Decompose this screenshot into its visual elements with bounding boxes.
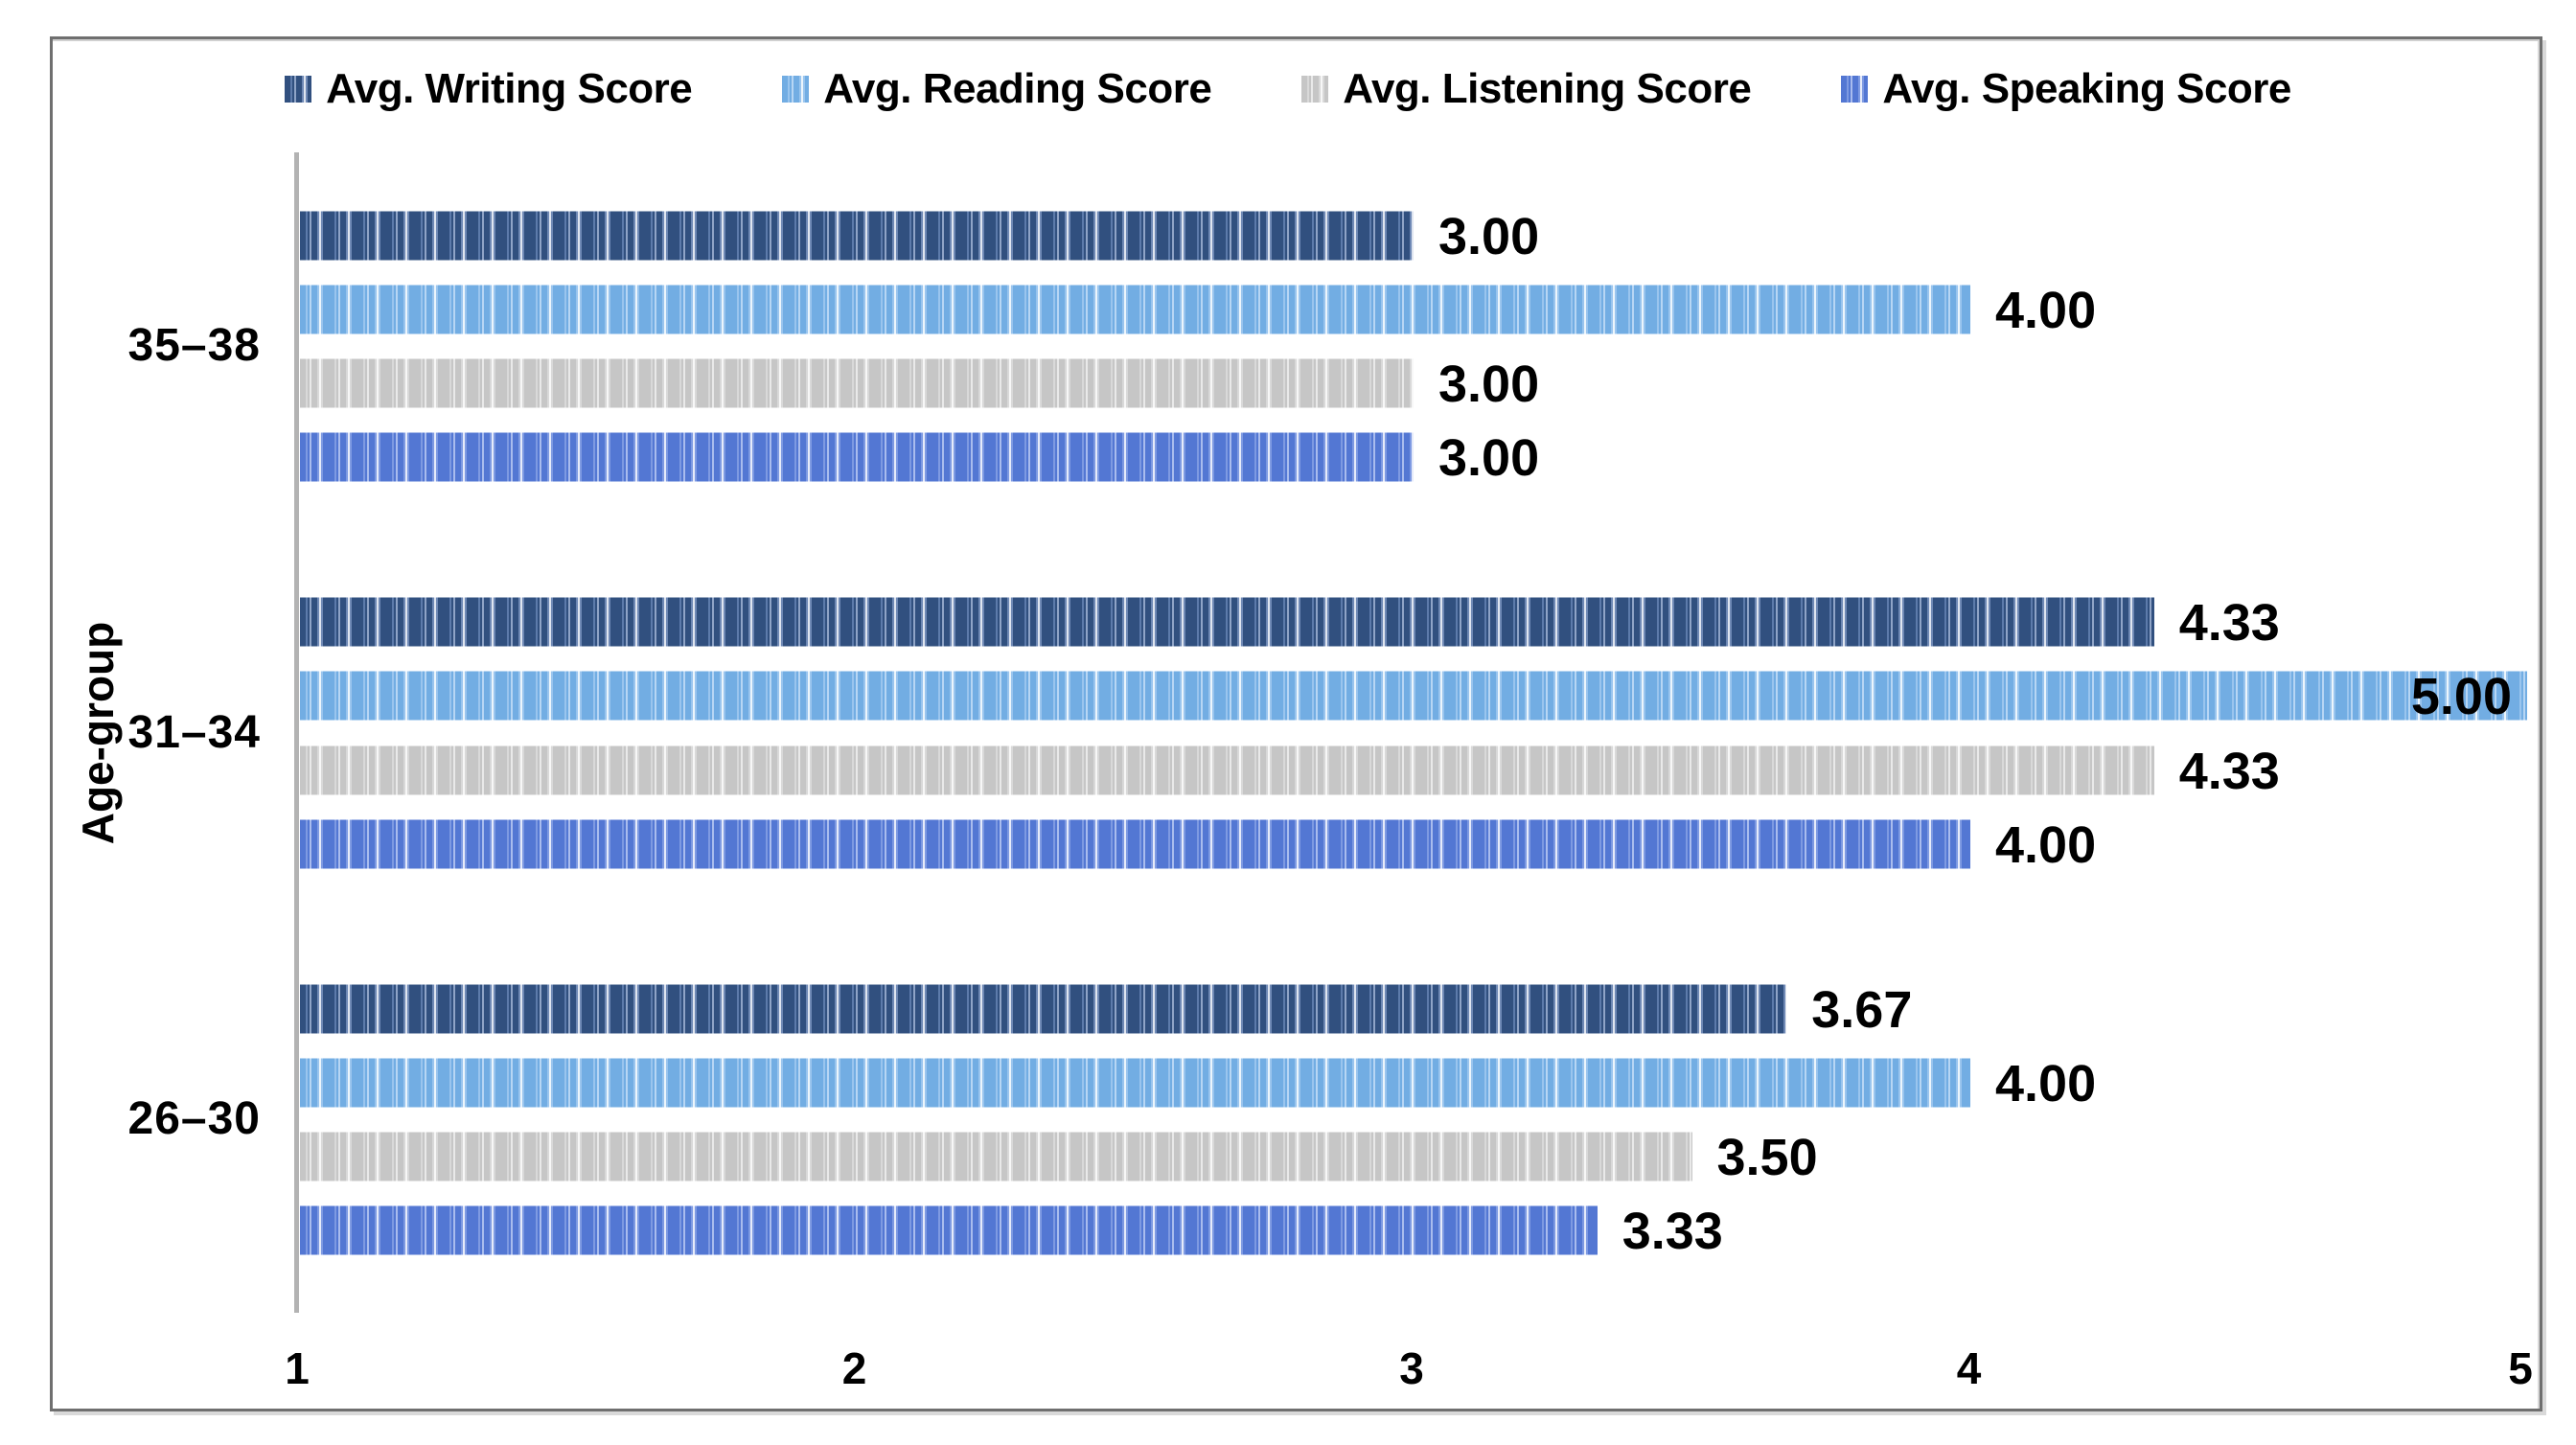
legend-label-reading: Avg. Reading Score [823,65,1212,112]
x-tick-1: 1 [285,1343,310,1393]
value-label-listening-35-38: 3.00 [1438,356,1540,414]
bar-writing-35-38 [300,210,1414,261]
value-label-speaking-35-38: 3.00 [1438,429,1540,488]
bar-listening-35-38 [300,358,1414,409]
bar-speaking-35-38 [300,432,1414,483]
bar-reading-35-38 [300,284,1970,334]
value-label-reading-31-34: 5.00 [2410,668,2512,726]
x-tick-5: 5 [2508,1343,2533,1393]
value-label-speaking-26-30: 3.33 [1622,1203,1723,1261]
category-label-26-30: 26–30 [127,1093,261,1145]
legend-item-reading: Avg. Reading Score [782,65,1212,113]
legend-swatch-listening [1301,76,1329,103]
bar-writing-26-30 [300,983,1787,1034]
x-tick-3: 3 [1399,1343,1424,1393]
legend-swatch-reading [782,76,810,103]
bar-writing-31-34 [300,597,2154,647]
bar-reading-26-30 [300,1057,1970,1108]
legend-item-speaking: Avg. Speaking Score [1841,65,2291,113]
value-label-listening-31-34: 4.33 [2178,742,2280,800]
bar-listening-31-34 [300,745,2154,795]
bar-reading-31-34 [300,671,2527,722]
legend-swatch-speaking [1841,76,1869,103]
legend-item-listening: Avg. Listening Score [1301,65,1752,113]
legend-label-writing: Avg. Writing Score [326,65,693,112]
value-label-writing-31-34: 4.33 [2178,594,2280,652]
legend-item-writing: Avg. Writing Score [285,65,693,113]
value-label-writing-26-30: 3.67 [1811,980,1913,1039]
legend-label-listening: Avg. Listening Score [1343,65,1752,112]
bar-speaking-26-30 [300,1205,1598,1256]
y-axis-line [294,152,299,1313]
category-label-35-38: 35–38 [127,320,261,372]
bar-speaking-31-34 [300,818,1970,869]
x-tick-4: 4 [1956,1343,1982,1393]
bar-listening-26-30 [300,1132,1692,1182]
category-label-31-34: 31–34 [127,706,261,758]
value-label-reading-35-38: 4.00 [1995,281,2097,339]
legend: Avg. Writing Score Avg. Reading Score Avg.… [0,65,2576,113]
legend-swatch-writing [285,76,312,103]
legend-label-speaking: Avg. Speaking Score [1882,65,2291,112]
value-label-speaking-31-34: 4.00 [1995,815,2097,874]
value-label-reading-26-30: 4.00 [1995,1054,2097,1112]
value-label-writing-35-38: 3.00 [1438,207,1540,265]
x-tick-2: 2 [841,1343,867,1393]
value-label-listening-26-30: 3.50 [1716,1129,1818,1187]
chart-frame [50,36,2542,1411]
